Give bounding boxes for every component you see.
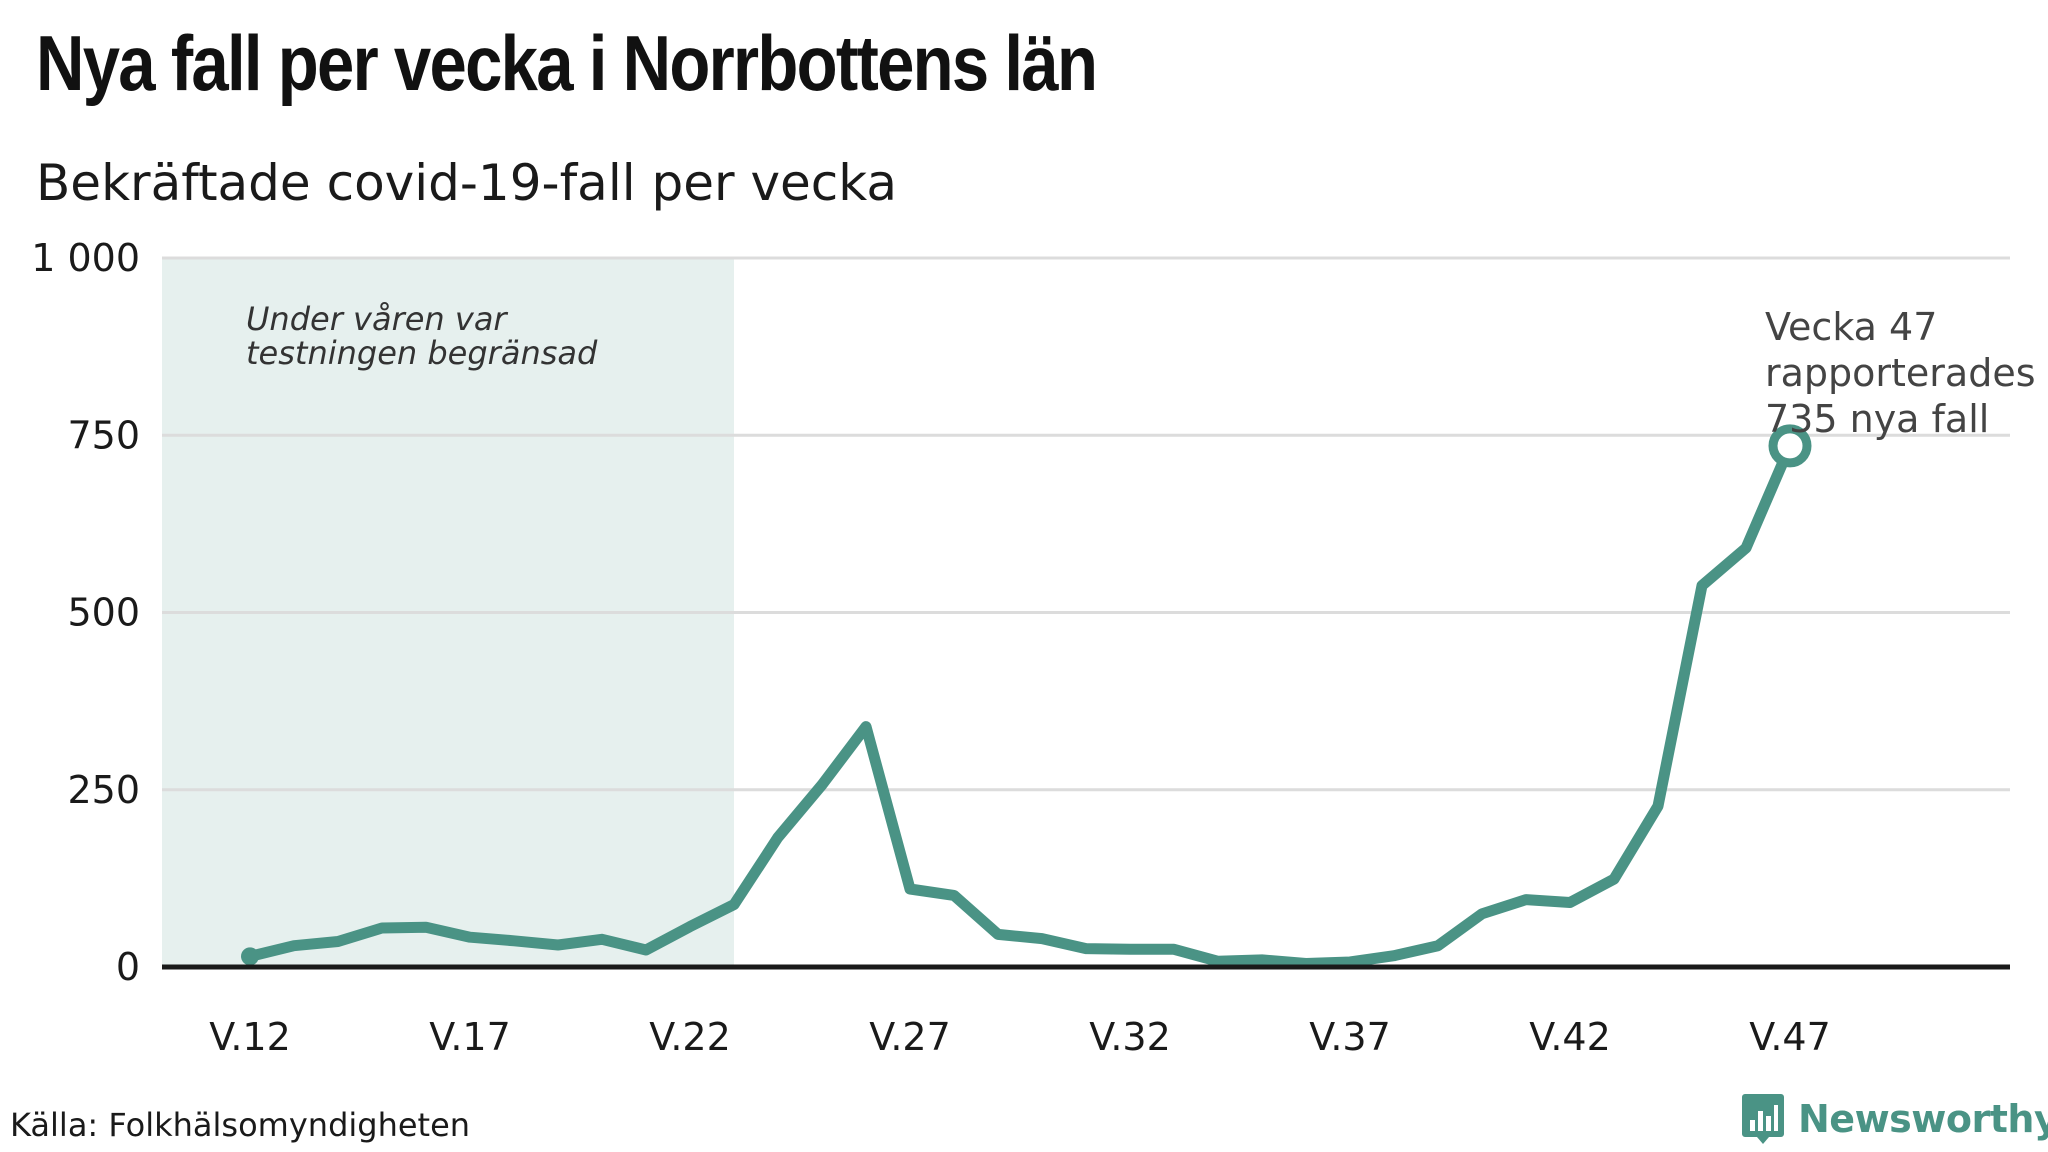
data-point xyxy=(995,931,1001,937)
x-tick-label: V.47 xyxy=(1749,1015,1831,1059)
data-point xyxy=(907,886,913,892)
y-tick-label: 250 xyxy=(67,768,140,812)
data-point xyxy=(599,936,605,942)
annotation-label: rapporterades xyxy=(1765,351,2036,395)
data-point xyxy=(1523,897,1529,903)
data-point xyxy=(1039,936,1045,942)
data-point xyxy=(423,924,429,930)
shaded-region-label: Under våren var xyxy=(246,300,508,338)
x-tick-label: V.12 xyxy=(209,1015,291,1059)
data-point xyxy=(1435,943,1441,949)
brand-name: Newsworthy xyxy=(1798,1097,2048,1141)
data-point xyxy=(555,942,561,948)
start-point-marker xyxy=(241,947,259,966)
data-point xyxy=(1259,957,1265,963)
data-point xyxy=(335,938,341,944)
series-line xyxy=(244,440,1796,969)
data-point xyxy=(1611,876,1617,882)
data-point xyxy=(467,934,473,940)
x-tick-label: V.17 xyxy=(429,1015,511,1059)
y-tick-label: 500 xyxy=(67,591,140,635)
data-point xyxy=(1479,911,1485,917)
bar-chart-icon xyxy=(1742,1094,1784,1144)
data-point xyxy=(1127,946,1133,952)
x-tick-label: V.42 xyxy=(1529,1015,1611,1059)
y-axis-ticks: 0 250 500 750 1 000 xyxy=(31,236,140,989)
source-label: Källa: Folkhälsomyndigheten xyxy=(10,1106,471,1144)
series-line-layer xyxy=(162,440,2010,970)
x-tick-label: V.22 xyxy=(649,1015,731,1059)
data-point xyxy=(1083,946,1089,952)
y-tick-label: 1 000 xyxy=(31,236,140,280)
annotation-label: Vecka 47 xyxy=(1765,305,1937,349)
data-point xyxy=(687,924,693,930)
data-point xyxy=(1215,958,1221,964)
data-point xyxy=(731,902,737,908)
y-tick-label: 750 xyxy=(67,413,140,457)
data-point xyxy=(1347,959,1353,965)
end-point-marker xyxy=(1768,424,1812,468)
data-point xyxy=(643,947,649,953)
data-point xyxy=(379,925,385,931)
data-point xyxy=(1391,953,1397,959)
chart-subtitle: Bekräftade covid-19-fall per vecka xyxy=(36,154,898,212)
chart-title: Nya fall per vecka i Norrbottens län xyxy=(36,19,1098,107)
x-axis-ticks: V.12 V.17 V.22 V.27 V.32 V.37 V.42 V.47 xyxy=(209,1015,1831,1059)
data-point xyxy=(1567,899,1573,905)
y-tick-label: 0 xyxy=(116,945,140,989)
x-tick-label: V.32 xyxy=(1089,1015,1171,1059)
data-point xyxy=(1699,583,1705,589)
data-point xyxy=(951,892,957,898)
x-tick-label: V.37 xyxy=(1309,1015,1391,1059)
brand-logo: Newsworthy xyxy=(1740,1092,2048,1146)
data-point xyxy=(511,938,517,944)
data-point xyxy=(775,834,781,840)
data-point xyxy=(1171,946,1177,952)
data-point xyxy=(291,943,297,949)
data-point xyxy=(1743,545,1749,551)
data-point xyxy=(863,724,869,730)
data-point xyxy=(819,782,825,788)
data-point xyxy=(1655,803,1661,809)
annotation-label: 735 nya fall xyxy=(1765,397,1989,441)
shaded-region-label: testningen begränsad xyxy=(246,334,598,372)
x-tick-label: V.27 xyxy=(869,1015,951,1059)
